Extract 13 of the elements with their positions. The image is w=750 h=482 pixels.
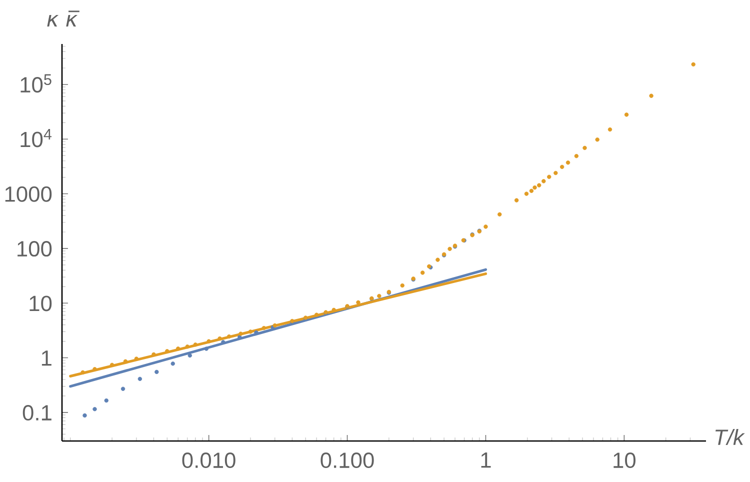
y-tick-label: 0.1 bbox=[22, 405, 52, 421]
x-tick-label: 0.100 bbox=[320, 452, 374, 468]
x-tick-label: 10 bbox=[614, 452, 636, 468]
y-tick-label: 1 bbox=[42, 350, 52, 366]
y-tick-label: 10 bbox=[30, 296, 52, 312]
x-axis-title: T/k bbox=[715, 428, 745, 446]
y-tick-label: 1000 bbox=[5, 186, 52, 202]
x-tick-label: 1 bbox=[481, 452, 491, 468]
y-tick-label: 10$^{4}$ bbox=[20, 128, 52, 148]
y-axis-title: κ κ̅ bbox=[47, 10, 80, 26]
x-tick-label: 0.010 bbox=[182, 452, 236, 468]
y-tick-label: 10$^{5}$ bbox=[20, 74, 52, 93]
y-tick-label: 100 bbox=[18, 241, 52, 257]
